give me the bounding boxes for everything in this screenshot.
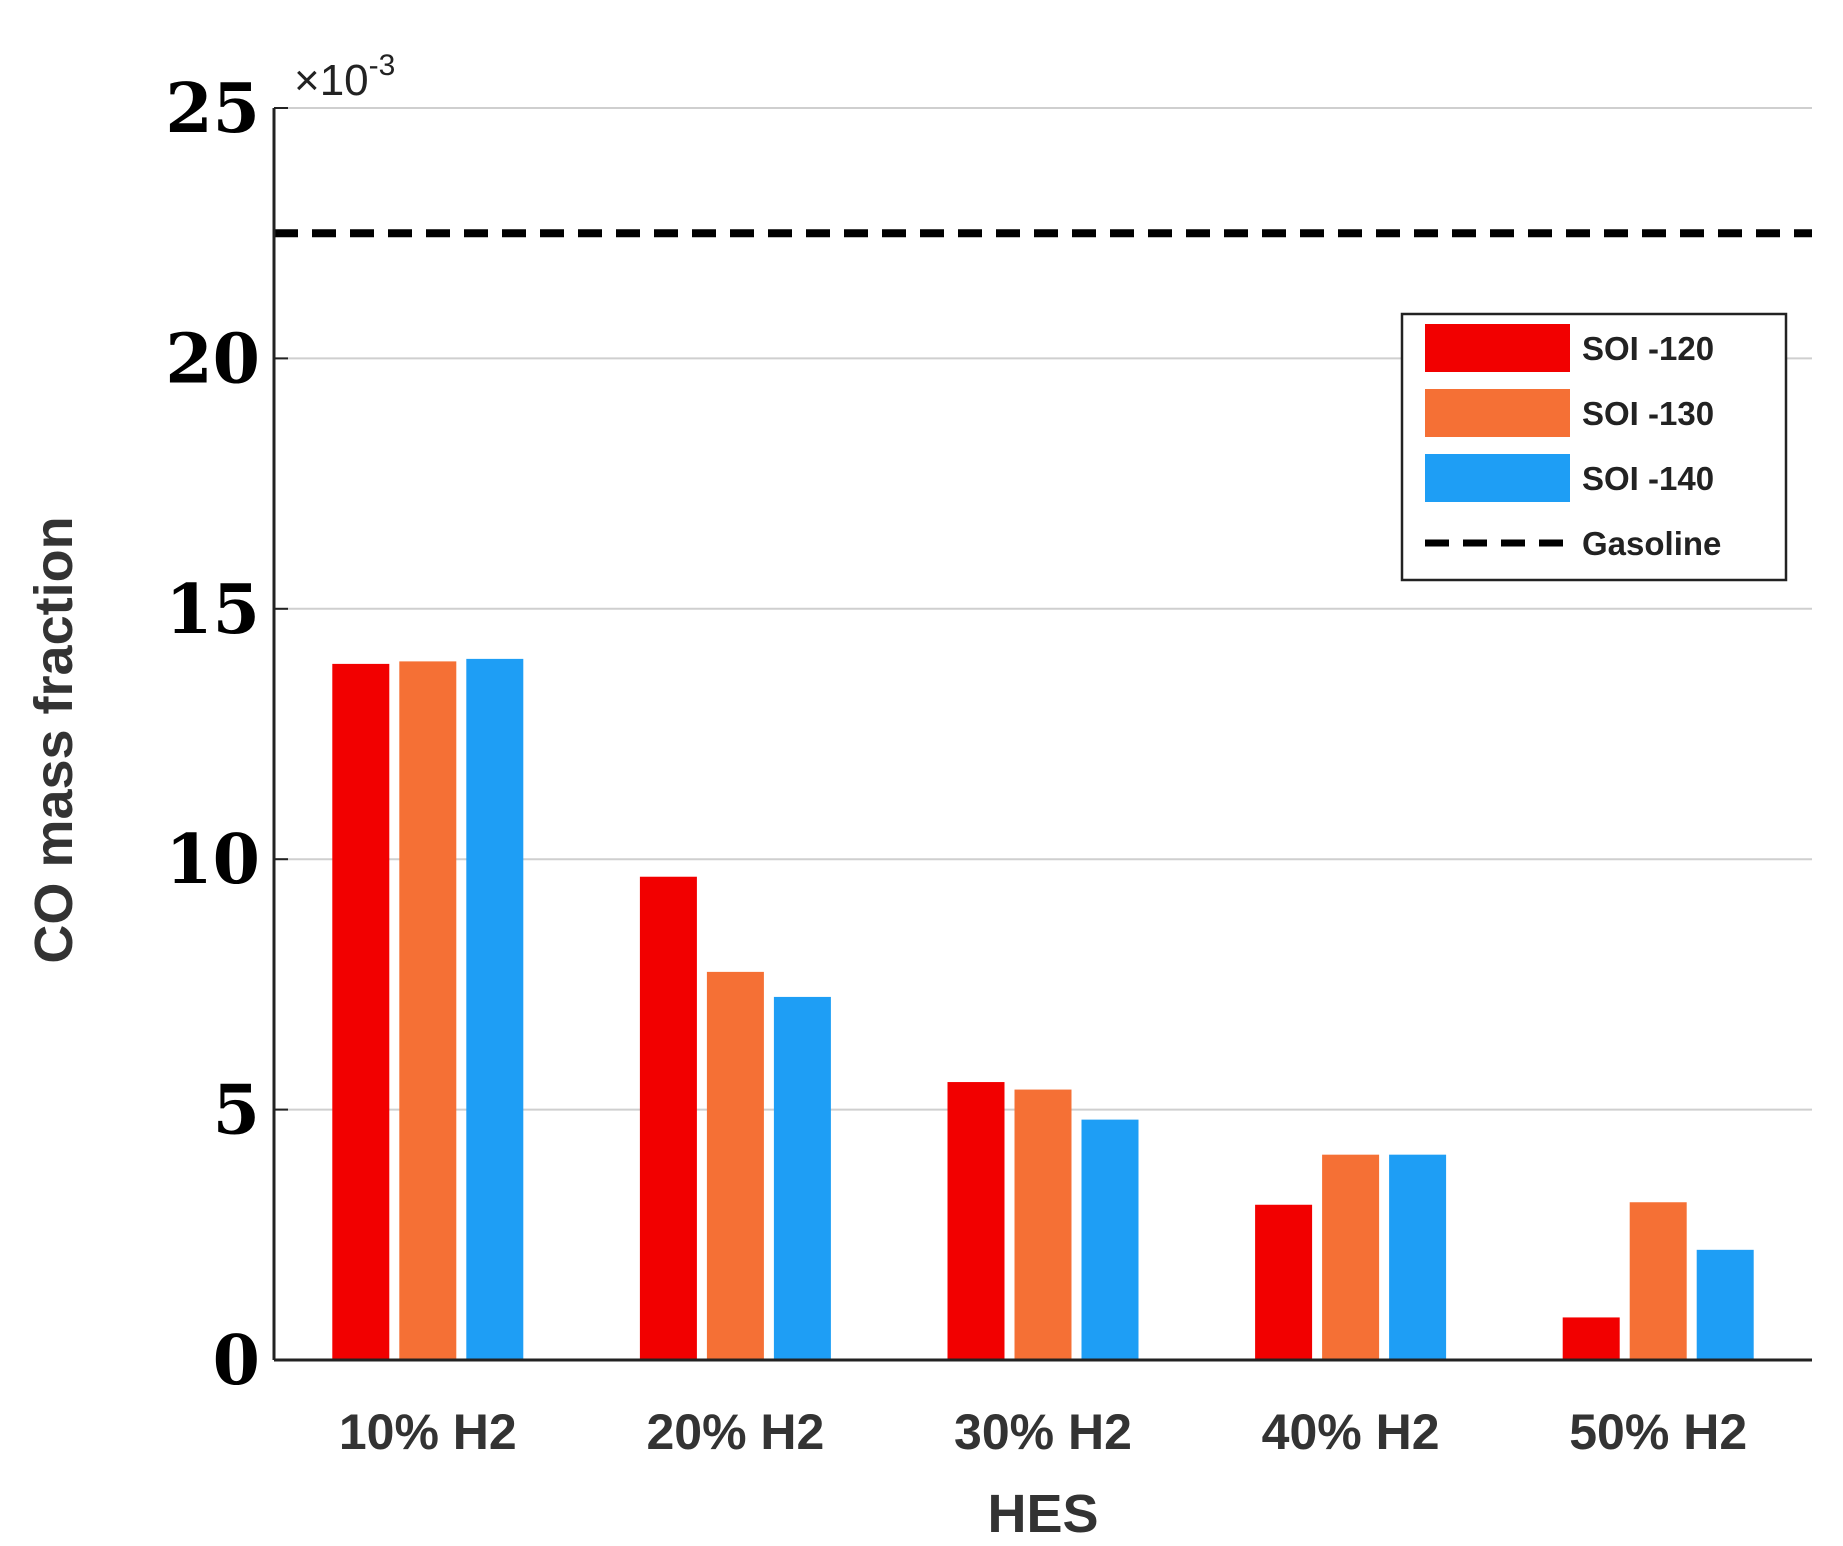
bar-soi-140-2 xyxy=(773,996,831,1360)
y-exponent-symbol: × xyxy=(294,56,320,105)
bar-soi-130-5 xyxy=(1629,1202,1687,1360)
bar-soi-130-1 xyxy=(399,661,457,1360)
legend-swatch-soi-130 xyxy=(1425,389,1570,437)
bar-soi-120-4 xyxy=(1255,1204,1313,1360)
x-axis-label: HES xyxy=(987,1484,1098,1544)
y-axis-label: CO mass fraction xyxy=(24,516,84,963)
bar-soi-120-5 xyxy=(1562,1317,1620,1360)
y-ticks: 0 5 10 15 20 25 xyxy=(165,69,288,1401)
bar-soi-140-5 xyxy=(1696,1249,1754,1360)
legend-label: SOI -140 xyxy=(1582,460,1714,497)
x-tick-label: 50% H2 xyxy=(1569,1404,1747,1460)
y-tick-label: 20 xyxy=(165,319,260,399)
x-tick-label: 30% H2 xyxy=(954,1404,1132,1460)
y-exponent-power: -3 xyxy=(369,49,396,82)
x-ticks: 10% H2 20% H2 30% H2 40% H2 50% H2 xyxy=(339,1404,1747,1460)
x-tick-label: 20% H2 xyxy=(646,1404,824,1460)
bar-soi-130-4 xyxy=(1322,1154,1380,1360)
x-tick-label: 40% H2 xyxy=(1262,1404,1440,1460)
legend: SOI -120 SOI -130 SOI -140 Gasoline xyxy=(1400,312,1788,582)
x-tick-label: 10% H2 xyxy=(339,1404,517,1460)
bar-soi-120-2 xyxy=(639,876,697,1360)
legend-label: Gasoline xyxy=(1582,525,1721,562)
bar-soi-140-3 xyxy=(1081,1119,1139,1360)
legend-swatch-soi-120 xyxy=(1425,324,1570,372)
y-tick-label: 15 xyxy=(165,570,260,650)
legend-label: SOI -130 xyxy=(1582,395,1714,432)
bar-soi-130-3 xyxy=(1014,1089,1072,1360)
bar-soi-140-4 xyxy=(1389,1154,1447,1360)
y-exponent-base: 10 xyxy=(320,56,369,105)
bar-soi-140-1 xyxy=(466,658,524,1360)
legend-swatch-soi-140 xyxy=(1425,454,1570,502)
legend-label: SOI -120 xyxy=(1582,330,1714,367)
y-tick-label: 25 xyxy=(165,69,260,149)
y-tick-label: 0 xyxy=(213,1321,260,1401)
bar-soi-120-3 xyxy=(947,1082,1005,1360)
y-exponent-label: ×10-3 xyxy=(294,49,395,105)
bar-soi-120-1 xyxy=(332,663,390,1360)
y-tick-label: 10 xyxy=(165,820,260,900)
bars xyxy=(332,658,1754,1360)
bar-soi-130-2 xyxy=(706,971,764,1360)
y-tick-label: 5 xyxy=(213,1071,260,1151)
